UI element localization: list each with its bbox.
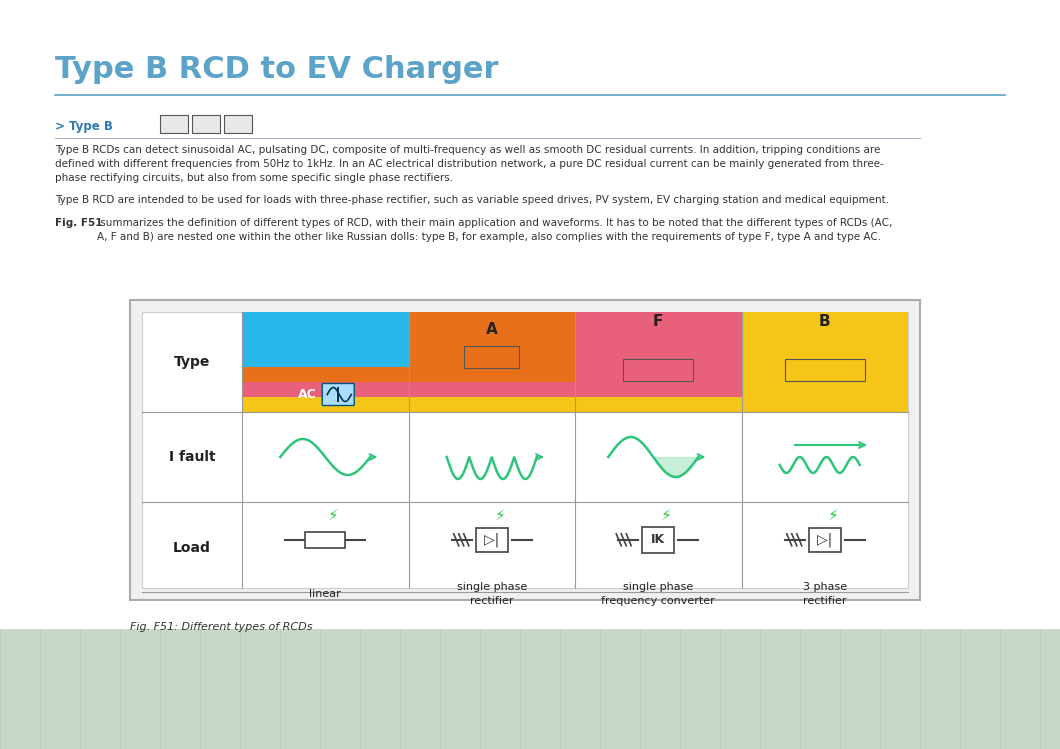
Text: summarizes the definition of different types of RCD, with their main application: summarizes the definition of different t… <box>98 218 893 242</box>
Bar <box>242 312 575 382</box>
FancyBboxPatch shape <box>322 383 354 405</box>
Text: Type B RCDs can detect sinusoidal AC, pulsating DC, composite of multi-frequency: Type B RCDs can detect sinusoidal AC, pu… <box>55 145 884 183</box>
Bar <box>464 346 519 368</box>
Text: Type B RCD are intended to be used for loads with three-phase rectifier, such as: Type B RCD are intended to be used for l… <box>55 195 889 205</box>
Bar <box>242 312 742 397</box>
Bar <box>142 312 908 588</box>
Bar <box>305 532 346 548</box>
Text: IK: IK <box>651 533 666 546</box>
Bar <box>192 115 220 133</box>
Text: ▷|: ▷| <box>817 533 832 547</box>
Text: ⚡: ⚡ <box>828 507 838 522</box>
Text: B: B <box>819 315 831 330</box>
Text: I fault: I fault <box>169 450 215 464</box>
Bar <box>784 359 865 381</box>
Bar <box>642 527 674 553</box>
Text: Type: Type <box>174 355 210 369</box>
Text: single phase
frequency converter: single phase frequency converter <box>601 583 716 606</box>
Bar <box>623 359 693 381</box>
Bar <box>242 312 408 367</box>
Text: Fig. F51: Fig. F51 <box>55 218 103 228</box>
Text: linear: linear <box>310 589 341 599</box>
Text: ⚡: ⚡ <box>494 507 506 522</box>
Text: AC: AC <box>298 388 317 401</box>
Text: ▷|: ▷| <box>484 533 499 547</box>
Text: F: F <box>653 315 664 330</box>
Text: Fig. F51: Different types of RCDs: Fig. F51: Different types of RCDs <box>130 622 313 632</box>
Bar <box>130 300 920 600</box>
Bar <box>242 312 908 412</box>
Text: ⚡: ⚡ <box>660 507 672 522</box>
Text: ⚡: ⚡ <box>328 507 338 522</box>
Bar <box>476 528 508 552</box>
Text: Load: Load <box>173 541 211 555</box>
Text: > Type B: > Type B <box>55 120 112 133</box>
Text: Type B RCD to EV Charger: Type B RCD to EV Charger <box>55 55 498 84</box>
Text: 3 phase
rectifier: 3 phase rectifier <box>802 583 847 606</box>
Bar <box>809 528 841 552</box>
Text: single phase
rectifier: single phase rectifier <box>457 583 527 606</box>
Bar <box>0 629 1060 749</box>
Text: A: A <box>485 323 497 338</box>
Bar <box>224 115 252 133</box>
Bar <box>160 115 188 133</box>
